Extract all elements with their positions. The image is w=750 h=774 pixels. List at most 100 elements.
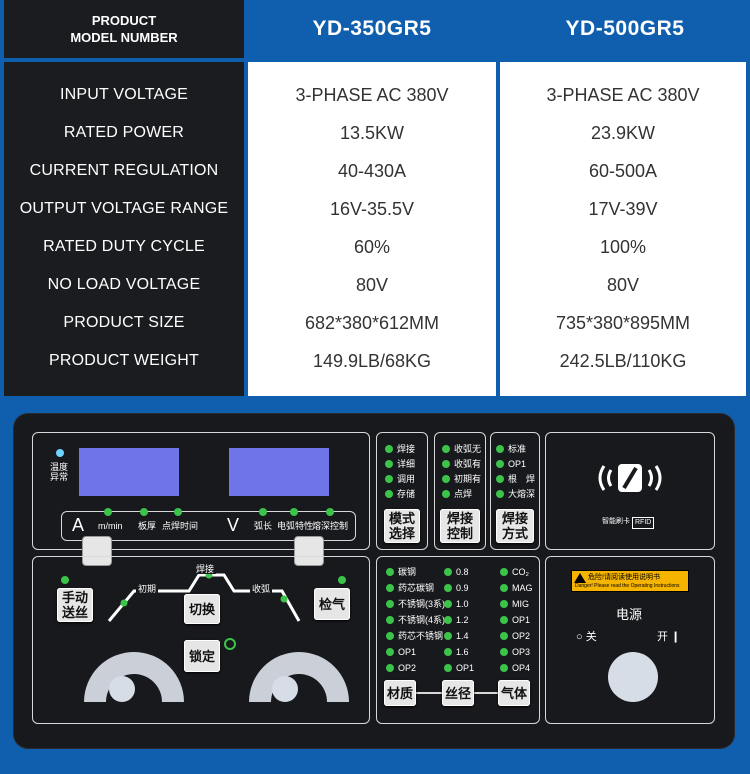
led-gas-check bbox=[338, 576, 346, 584]
header-model-500: YD-500GR5 bbox=[565, 17, 685, 40]
warning-label: 危险!请阅读使用说明书 Danger! Please read the Oper… bbox=[571, 570, 689, 592]
diameter-led bbox=[444, 664, 452, 672]
rfid-section bbox=[545, 432, 715, 550]
gas-led bbox=[500, 664, 508, 672]
material-label: 不锈钢(3系) bbox=[398, 599, 445, 609]
method-section bbox=[490, 432, 540, 550]
control-led bbox=[442, 475, 450, 483]
rfid-icon bbox=[598, 464, 662, 492]
spec-value-500: 3-PHASE AC 380V bbox=[546, 85, 700, 105]
temp-alarm-led bbox=[56, 449, 64, 457]
power-off-text: 关 bbox=[585, 631, 597, 643]
initial-stage-label: 初期 bbox=[136, 584, 159, 594]
spec-value-500: 735*380*895MM bbox=[555, 313, 691, 333]
ctrl-btn-line1: 焊接 bbox=[446, 511, 473, 526]
material-label: 药芯不锈钢 bbox=[398, 631, 444, 641]
sep-2 bbox=[474, 692, 498, 694]
param-arc-char: 电弧特性 bbox=[277, 521, 314, 531]
method-label: OP1 bbox=[508, 459, 527, 469]
values-column-350: 3-PHASE AC 380V 13.5KW 40-430A 16V-35.5V 60%… bbox=[248, 62, 496, 396]
diameter-label: 0.9 bbox=[456, 583, 469, 593]
spec-label: INPUT VOLTAGE bbox=[60, 86, 188, 103]
warning-icon bbox=[574, 573, 586, 583]
rfid-tag: RFID bbox=[632, 517, 655, 529]
power-off-label: ○ 关 bbox=[576, 631, 597, 643]
method-led bbox=[496, 475, 504, 483]
gas-label: OP3 bbox=[512, 647, 531, 657]
mode-label: 调用 bbox=[397, 474, 416, 484]
led-penetration bbox=[326, 508, 334, 516]
switch-button[interactable]: 切换 bbox=[184, 594, 220, 624]
welder-control-panel: 温度 异常 A V m/min 板厚 点焊时间 弧长 电弧特性 熔深控制 焊接详… bbox=[14, 414, 734, 748]
mode-select-button[interactable]: 模式 选择 bbox=[384, 509, 420, 543]
material-led bbox=[386, 648, 394, 656]
manual-feed-button[interactable]: 手动 送丝 bbox=[57, 588, 93, 622]
voltage-knob[interactable] bbox=[272, 676, 298, 702]
header-model-label: PRODUCT MODEL NUMBER bbox=[4, 0, 244, 58]
power-title: 电源 bbox=[616, 607, 643, 622]
spec-value-350: 149.9LB/68KG bbox=[312, 351, 432, 371]
meth-btn-line1: 焊接 bbox=[501, 511, 528, 526]
weld-method-button[interactable]: 焊接 方式 bbox=[496, 509, 534, 543]
spec-table: PRODUCT MODEL NUMBER YD-350GR5 YD-500GR5… bbox=[4, 0, 746, 396]
gas-label: OP1 bbox=[512, 615, 531, 625]
weld-control-button[interactable]: 焊接 控制 bbox=[440, 509, 480, 543]
param-thickness: 板厚 bbox=[138, 521, 157, 531]
spec-value-500: 100% bbox=[599, 237, 647, 257]
power-switch[interactable] bbox=[608, 652, 658, 702]
control-label: 收弧无 bbox=[454, 444, 482, 454]
material-button[interactable]: 材质 bbox=[384, 680, 416, 706]
spec-value-500: 23.9KW bbox=[590, 123, 656, 143]
gas-led bbox=[500, 632, 508, 640]
spec-label: PRODUCT WEIGHT bbox=[48, 352, 200, 369]
method-led bbox=[496, 460, 504, 468]
led-arc-length bbox=[259, 508, 267, 516]
control-section bbox=[434, 432, 486, 550]
diameter-label: 1.4 bbox=[456, 631, 469, 641]
gas-led bbox=[500, 616, 508, 624]
spec-value-350: 13.5KW bbox=[339, 123, 405, 143]
diameter-label: OP1 bbox=[456, 663, 475, 673]
feed-line1: 手动 bbox=[61, 590, 88, 605]
control-label: 初期有 bbox=[454, 474, 482, 484]
param-penetration: 熔深控制 bbox=[312, 521, 349, 531]
material-led bbox=[386, 664, 394, 672]
diameter-button[interactable]: 丝径 bbox=[442, 680, 474, 706]
spec-value-350: 80V bbox=[355, 275, 389, 295]
param-spot-time: 点焊时间 bbox=[162, 521, 199, 531]
mode-btn-line1: 模式 bbox=[388, 511, 415, 526]
spec-label: RATED DUTY CYCLE bbox=[43, 238, 205, 255]
warning-text-en: Danger! Please read the Operating Instru… bbox=[575, 583, 680, 589]
spec-value-350: 3-PHASE AC 380V bbox=[295, 85, 449, 105]
gas-label: CO₂ bbox=[512, 567, 529, 577]
gas-check-button[interactable]: 检气 bbox=[314, 588, 350, 620]
current-knob[interactable] bbox=[109, 676, 135, 702]
labels-column: INPUT VOLTAGE RATED POWER CURRENT REGULATI… bbox=[4, 62, 244, 396]
spec-label: RATED POWER bbox=[63, 124, 185, 141]
control-led bbox=[442, 490, 450, 498]
led-mmin bbox=[104, 508, 112, 516]
mode-label: 存储 bbox=[397, 489, 416, 499]
gas-button[interactable]: 气体 bbox=[498, 680, 530, 706]
current-knob-dial bbox=[84, 652, 184, 702]
gas-label: MIG bbox=[512, 599, 529, 609]
volt-unit: V bbox=[227, 515, 240, 535]
warning-text-cn: 危险!请阅读使用说明书 bbox=[588, 574, 660, 581]
gas-label: OP4 bbox=[512, 663, 531, 673]
amp-unit: A bbox=[72, 515, 85, 535]
control-label: 点焊 bbox=[454, 489, 473, 499]
material-section bbox=[376, 556, 540, 724]
spec-value-500: 242.5LB/110KG bbox=[559, 351, 687, 371]
led-arc-char bbox=[290, 508, 298, 516]
header-label-line2: MODEL NUMBER bbox=[70, 30, 178, 45]
spec-value-500: 60-500A bbox=[588, 161, 658, 181]
spec-label: OUTPUT VOLTAGE RANGE bbox=[19, 200, 229, 217]
gas-led bbox=[500, 584, 508, 592]
spec-label: CURRENT REGULATION bbox=[29, 162, 219, 179]
material-label: 不锈钢(4系) bbox=[398, 615, 445, 625]
material-led bbox=[386, 632, 394, 640]
voltage-adjust-button[interactable] bbox=[294, 536, 324, 566]
current-adjust-button[interactable] bbox=[82, 536, 112, 566]
lock-button[interactable]: 锁定 bbox=[184, 640, 220, 672]
control-led bbox=[442, 460, 450, 468]
